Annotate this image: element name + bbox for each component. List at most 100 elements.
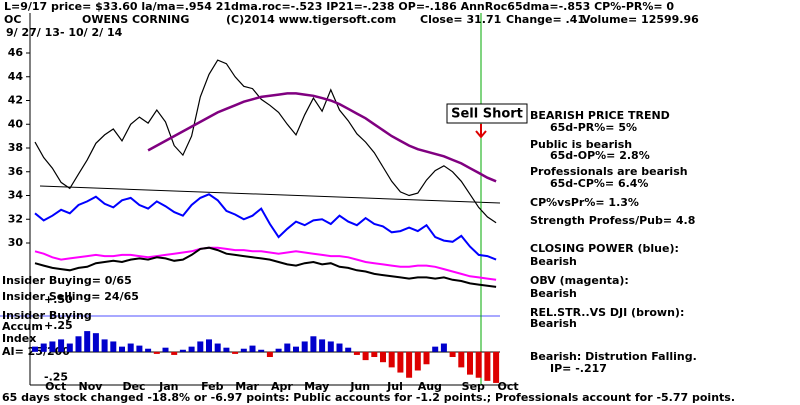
annotation: Bearish	[530, 317, 577, 330]
x-tick-label: Jan	[158, 380, 178, 393]
annotation: CP%vsPr%= 1.3%	[530, 196, 639, 209]
y-tick-label: 38	[8, 141, 23, 154]
annotation: 65d-CP%= 6.4%	[550, 177, 648, 190]
bar	[197, 341, 204, 352]
series-line	[147, 92, 497, 183]
x-tick-label: Sep	[462, 380, 485, 393]
bar	[449, 351, 456, 358]
bar	[371, 351, 378, 358]
bar	[162, 347, 169, 352]
bar	[467, 351, 473, 375]
bar	[40, 343, 47, 352]
bar	[345, 347, 352, 352]
annotation: CLOSING POWER (blue):	[530, 242, 679, 255]
insider-label: Insider Selling= 24/65	[2, 290, 139, 303]
x-tick-label: Aug	[418, 380, 442, 393]
y-tick-label: 44	[8, 70, 24, 83]
change: Change= .41	[506, 13, 585, 26]
x-tick-label: May	[304, 380, 329, 393]
bar	[458, 351, 465, 368]
bar	[136, 345, 143, 352]
y-tick-label: 34	[8, 189, 24, 202]
date-range: 9/ 27/ 13- 10/ 2/ 14	[6, 26, 123, 39]
copyright: (C)2014 www.tigersoft.com	[226, 13, 396, 26]
bar	[249, 345, 256, 352]
x-tick-label: Mar	[235, 380, 259, 393]
bar	[423, 351, 430, 365]
y-tick-label: 30	[8, 236, 24, 249]
symbol: OC	[4, 13, 21, 26]
trend-line	[39, 185, 501, 204]
x-tick-label: Feb	[201, 380, 224, 393]
y-tick-label: +.25	[44, 319, 73, 332]
annotation: 65d-OP%= 2.8%	[550, 149, 650, 162]
y-tick-label: 42	[8, 94, 23, 107]
volume: Volume= 12599.96	[582, 13, 699, 26]
bar	[232, 351, 239, 354]
series-line	[34, 193, 497, 261]
bar	[214, 343, 221, 352]
y-tick-label: 32	[8, 212, 23, 225]
x-tick-label: Dec	[122, 380, 145, 393]
bar	[66, 343, 73, 352]
x-tick-label: Oct	[498, 380, 519, 393]
bar	[240, 348, 247, 352]
bar	[188, 346, 195, 352]
bar	[310, 336, 317, 352]
annotation: BEARISH PRICE TREND	[530, 109, 670, 122]
bar	[49, 341, 56, 352]
bar	[301, 341, 308, 352]
bar	[127, 343, 134, 352]
panel-label: Accum	[2, 320, 43, 333]
x-tick-label: Oct	[45, 380, 66, 393]
bar	[397, 351, 404, 373]
bar	[119, 346, 125, 352]
insider-label: Insider Buying= 0/65	[2, 274, 132, 287]
bar	[440, 343, 447, 352]
annotation: OBV (magenta):	[530, 274, 629, 287]
annotation: 65d-PR%= 5%	[550, 121, 637, 134]
bar	[58, 339, 65, 352]
series-line	[34, 246, 497, 288]
signal-box	[446, 103, 528, 124]
bar	[206, 339, 212, 352]
y-tick-label: +.50	[44, 293, 73, 306]
bar	[171, 351, 178, 355]
signal-arrow	[475, 124, 487, 139]
annotation: Bearish	[530, 287, 577, 300]
bar	[84, 331, 91, 352]
annotation: IP= -.217	[550, 362, 607, 375]
insider-label: Insider Buying	[2, 309, 92, 322]
bar	[145, 348, 152, 352]
series-line	[34, 246, 497, 281]
series-line	[34, 59, 497, 224]
bar	[475, 351, 482, 378]
signal-label: Sell Short	[451, 107, 523, 122]
footer: 65 days stock changed -18.8% or -6.97 po…	[2, 391, 735, 404]
bar	[258, 349, 265, 352]
bar	[493, 351, 500, 383]
bar	[153, 351, 160, 354]
annotation: Strength Profess/Pub= 4.8	[530, 214, 695, 227]
bar	[75, 336, 82, 352]
x-tick-label: Nov	[79, 380, 104, 393]
bar	[92, 333, 99, 352]
bar	[32, 346, 38, 352]
annotation: Bearish	[530, 255, 577, 268]
bar	[432, 346, 439, 352]
bar	[319, 339, 326, 352]
annotation: Public is bearish	[530, 138, 632, 151]
bar	[101, 339, 108, 352]
bar	[406, 351, 413, 378]
bar	[388, 351, 395, 368]
chart-title: OWENS CORNING	[82, 13, 189, 26]
bar	[284, 343, 291, 352]
bar	[275, 348, 282, 352]
bar	[353, 351, 360, 355]
x-tick-label: Apr	[271, 380, 293, 393]
annotation: REL.STR..VS DJI (brown):	[530, 306, 684, 319]
bar	[110, 341, 117, 352]
bar	[179, 349, 186, 352]
y-tick-label: -.25	[44, 371, 68, 384]
